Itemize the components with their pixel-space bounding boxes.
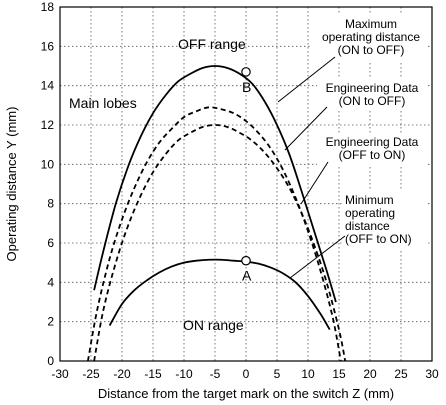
tick-labels: -30 -25 -20 -15 -10 -5 0 5 10 15 20 25 30 0 2 4 6 8 10 12 14… bbox=[41, 0, 439, 381]
min-annotation-line-4: (OFF to ON) bbox=[345, 232, 412, 246]
x-tick-label: -20 bbox=[113, 367, 131, 381]
x-tick-label: -15 bbox=[144, 367, 162, 381]
min-annotation-line-1: Minimum bbox=[345, 193, 394, 207]
series-line-1 bbox=[93, 65, 337, 303]
x-tick-label: 30 bbox=[425, 367, 439, 381]
eng-off-on-annotation-line-2: (OFF to ON) bbox=[339, 148, 406, 162]
y-tick-label: 12 bbox=[41, 118, 55, 132]
max-annotation-line-2: operating distance bbox=[322, 30, 420, 44]
min-annotation-line-3: distance bbox=[345, 219, 390, 233]
x-tick-label: 15 bbox=[332, 367, 346, 381]
x-tick-label: -30 bbox=[51, 367, 69, 381]
point-marker-b bbox=[241, 67, 251, 77]
y-tick-label: 4 bbox=[47, 275, 54, 289]
x-tick-label: -10 bbox=[175, 367, 193, 381]
marked-points: AB bbox=[241, 67, 252, 284]
y-tick-label: 6 bbox=[47, 236, 54, 250]
eng-on-off-annotation-line-2: (ON to OFF) bbox=[339, 94, 406, 108]
x-tick-label: 5 bbox=[274, 367, 281, 381]
x-tick-label: 20 bbox=[363, 367, 377, 381]
series-curves bbox=[87, 65, 347, 361]
y-axis-title: Operating distance Y (mm) bbox=[4, 107, 19, 262]
plot-frame bbox=[59, 6, 433, 362]
y-tick-label: 0 bbox=[47, 354, 54, 368]
max-leader-line bbox=[277, 56, 336, 103]
x-tick-label: 25 bbox=[394, 367, 408, 381]
min-annotation-bg bbox=[344, 191, 428, 251]
eng-off-on-annotation-line-1: Engineering Data bbox=[326, 135, 419, 149]
eng-on-off-annotation-bg bbox=[317, 78, 428, 110]
y-tick-label: 14 bbox=[41, 79, 55, 93]
max-annotation-bg bbox=[312, 15, 428, 63]
eng-on-off-annotation-line-1: Engineering Data bbox=[326, 81, 419, 95]
x-tick-label: -5 bbox=[210, 367, 221, 381]
y-tick-label: 2 bbox=[47, 315, 54, 329]
min-annotation-line-2: operating bbox=[345, 206, 395, 220]
y-tick-label: 18 bbox=[41, 0, 55, 14]
x-tick-label: -25 bbox=[82, 367, 100, 381]
on-range-label: ON range bbox=[183, 317, 244, 333]
eng-off-on-leader-line bbox=[300, 161, 329, 205]
x-tick-label: 0 bbox=[243, 367, 250, 381]
x-tick-label: 10 bbox=[301, 367, 315, 381]
off-range-label: OFF range bbox=[178, 36, 246, 52]
y-tick-label: 16 bbox=[41, 39, 55, 53]
series-line-4 bbox=[108, 258, 331, 330]
x-axis-title: Distance from the target mark on the swi… bbox=[98, 386, 394, 401]
max-annotation-line-3: (ON to OFF) bbox=[338, 43, 405, 57]
eng-off-on-annotation-bg bbox=[317, 133, 428, 165]
series-line-3 bbox=[93, 124, 347, 361]
y-tick-label: 8 bbox=[47, 197, 54, 211]
max-annotation-line-1: Maximum bbox=[345, 17, 397, 31]
eng-on-off-leader-line bbox=[284, 106, 328, 151]
point-marker-a bbox=[241, 255, 251, 266]
y-tick-label: 10 bbox=[41, 157, 55, 171]
min-leader-line bbox=[289, 235, 346, 279]
main-lobes-label: Main lobes bbox=[69, 95, 137, 111]
point-label-a: A bbox=[242, 268, 252, 284]
point-label-b: B bbox=[242, 79, 251, 95]
